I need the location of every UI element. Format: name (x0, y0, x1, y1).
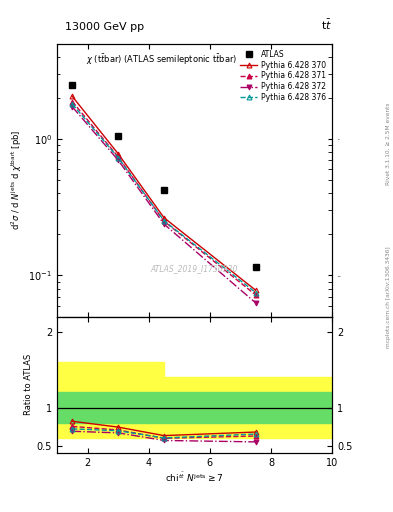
Pythia 6.428 372 (116, 157, 121, 163)
ATLAS (253, 264, 258, 270)
Pythia 6.428 370 (162, 215, 166, 221)
Line: Pythia 6.428 372: Pythia 6.428 372 (70, 104, 258, 305)
ATLAS (70, 81, 75, 88)
Y-axis label: d$^2\sigma$ / d $N^\mathsf{jets}$ d $\chi^\mathsf{tbar{t}}$ [pb]: d$^2\sigma$ / d $N^\mathsf{jets}$ d $\ch… (10, 130, 24, 230)
Pythia 6.428 372 (70, 104, 75, 110)
Line: Pythia 6.428 370: Pythia 6.428 370 (70, 94, 258, 293)
Text: ATLAS_2019_I1750330: ATLAS_2019_I1750330 (151, 264, 238, 273)
Text: t$\bar{t}$: t$\bar{t}$ (321, 17, 332, 32)
Pythia 6.428 371 (116, 154, 121, 160)
Text: $\chi$ (t$\bar{t}$bar) (ATLAS semileptonic t$\bar{t}$bar): $\chi$ (t$\bar{t}$bar) (ATLAS semilepton… (86, 52, 237, 67)
Legend: ATLAS, Pythia 6.428 370, Pythia 6.428 371, Pythia 6.428 372, Pythia 6.428 376: ATLAS, Pythia 6.428 370, Pythia 6.428 37… (238, 47, 328, 104)
Pythia 6.428 371 (253, 292, 258, 298)
Pythia 6.428 372 (162, 221, 166, 227)
Y-axis label: Ratio to ATLAS: Ratio to ATLAS (24, 354, 33, 415)
X-axis label: chi$^{t\bar{t}}$ $N^\mathsf{jets} \geq 7$: chi$^{t\bar{t}}$ $N^\mathsf{jets} \geq 7… (165, 471, 224, 484)
Pythia 6.428 370 (253, 287, 258, 293)
Pythia 6.428 376 (162, 218, 166, 224)
Pythia 6.428 376 (116, 155, 121, 161)
Pythia 6.428 376 (70, 101, 75, 107)
Line: Pythia 6.428 371: Pythia 6.428 371 (70, 99, 258, 297)
Line: Pythia 6.428 376: Pythia 6.428 376 (70, 102, 258, 295)
Pythia 6.428 376 (253, 289, 258, 295)
Pythia 6.428 370 (70, 93, 75, 99)
ATLAS (162, 187, 166, 194)
ATLAS (116, 133, 121, 139)
Pythia 6.428 370 (116, 151, 121, 157)
Pythia 6.428 371 (162, 218, 166, 224)
Line: ATLAS: ATLAS (69, 81, 259, 270)
Pythia 6.428 372 (253, 300, 258, 306)
Pythia 6.428 371 (70, 98, 75, 104)
Text: 13000 GeV pp: 13000 GeV pp (65, 22, 144, 32)
Text: Rivet 3.1.10, ≥ 2.5M events: Rivet 3.1.10, ≥ 2.5M events (386, 102, 391, 185)
Text: mcplots.cern.ch [arXiv:1306.3436]: mcplots.cern.ch [arXiv:1306.3436] (386, 246, 391, 348)
